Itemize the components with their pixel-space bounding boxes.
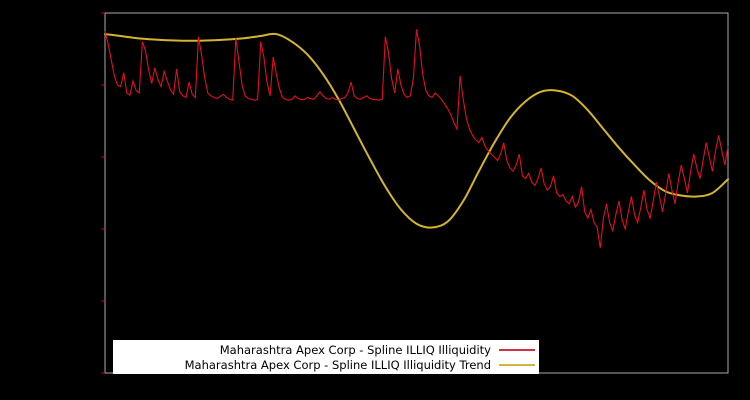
legend-label-series: Maharashtra Apex Corp - Spline ILLIQ Ill…: [219, 342, 491, 357]
legend-entry-trend: Maharashtra Apex Corp - Spline ILLIQ Ill…: [113, 357, 539, 372]
y-axis-tick-label-layer: 110010000100000010000000010000000000: [0, 0, 100, 400]
y-axis-ticks: [101, 12, 105, 374]
legend-entry-series: Maharashtra Apex Corp - Spline ILLIQ Ill…: [113, 342, 539, 357]
illiquidity-line-path: [104, 29, 729, 248]
trend-line-path: [104, 32, 729, 229]
legend-swatch-trend-icon: [499, 363, 535, 366]
legend-label-trend: Maharashtra Apex Corp - Spline ILLIQ Ill…: [184, 357, 491, 372]
plot-area-background: [105, 13, 728, 373]
legend-swatch-series-icon: [499, 348, 535, 351]
chart-legend: Maharashtra Apex Corp - Spline ILLIQ Ill…: [113, 340, 539, 374]
series-layer: [104, 29, 729, 248]
